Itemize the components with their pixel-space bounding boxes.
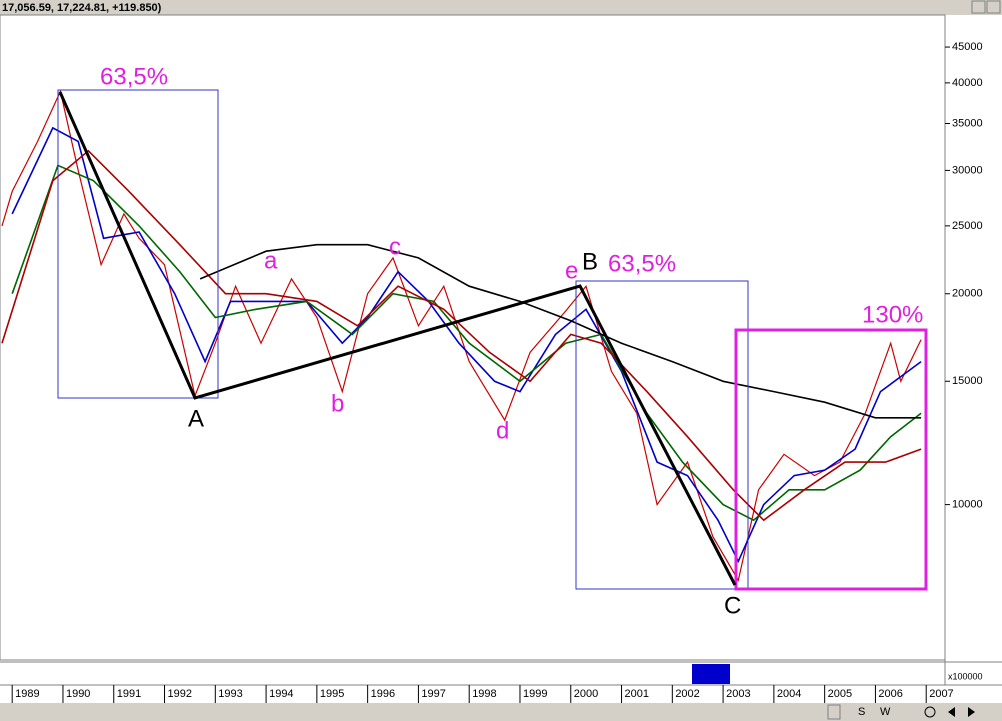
annotation: a	[264, 247, 278, 274]
plot	[1, 89, 922, 582]
annotation: e	[565, 257, 578, 284]
close-button[interactable]	[986, 0, 1001, 14]
y-tick-label: 20000	[952, 288, 983, 300]
x-tick-label: 2002	[675, 688, 699, 700]
annotations: 63,5% 63,5% 130% A B C a b c d e	[57, 63, 928, 619]
x-tick-label: 1993	[218, 688, 242, 700]
restore-button[interactable]	[971, 0, 986, 14]
volume-bars	[692, 664, 730, 684]
scroll-button[interactable]	[827, 704, 841, 720]
moving-average	[11, 126, 922, 564]
retracement-box	[57, 89, 219, 399]
target-box	[734, 328, 928, 591]
y-tick-label: 45000	[952, 41, 983, 53]
x-tick-label: 2007	[929, 688, 953, 700]
scrollbar	[0, 703, 1002, 721]
zoom-button[interactable]	[924, 706, 936, 718]
prev-button[interactable]	[948, 707, 955, 717]
moving-average	[11, 164, 922, 522]
x-tick-label: 2000	[574, 688, 598, 700]
y-tick-label: 30000	[952, 164, 983, 176]
annotation: B	[582, 248, 598, 275]
x-tick-label: 1998	[472, 688, 496, 700]
annotation: A	[188, 405, 204, 432]
annotation: c	[389, 233, 401, 260]
annotation: b	[331, 390, 344, 417]
x-tick-label: 2003	[726, 688, 750, 700]
wave-line	[58, 91, 737, 586]
y-tick-label: 10000	[952, 499, 983, 511]
toolbar-s[interactable]: S	[858, 706, 865, 718]
y-tick-label: 25000	[952, 220, 983, 232]
retracement-box	[575, 280, 749, 590]
y-tick-label: 40000	[952, 77, 983, 89]
annotation: 63,5%	[100, 63, 168, 90]
x-tick-label: 1991	[117, 688, 141, 700]
plot-area	[0, 14, 946, 661]
moving-average	[199, 243, 922, 419]
annotation: 130%	[862, 301, 923, 328]
annotation: C	[724, 592, 741, 619]
x-tick-label: 1990	[66, 688, 90, 700]
next-button[interactable]	[968, 707, 975, 717]
annotation: 63,5%	[608, 250, 676, 277]
x-tick-label: 2001	[625, 688, 649, 700]
x-tick-label: 1995	[320, 688, 344, 700]
quote-header: 17,056.59, 17,224.81, +119.850)	[2, 2, 162, 14]
x-tick-label: 2004	[777, 688, 801, 700]
x-tick-label: 1999	[523, 688, 547, 700]
x-tick-label: 1992	[168, 688, 192, 700]
toolbar-w[interactable]: W	[880, 706, 891, 718]
x-tick-label: 1994	[269, 688, 293, 700]
volume-unit: x100000	[948, 671, 983, 681]
x-tick-label: 1996	[371, 688, 395, 700]
y-tick-label: 15000	[952, 375, 983, 387]
annotation: d	[496, 417, 509, 444]
x-tick-label: 2006	[878, 688, 902, 700]
y-tick-label: 35000	[952, 117, 983, 129]
x-tick-label: 1997	[421, 688, 445, 700]
x-tick-label: 1989	[15, 688, 39, 700]
title-bar	[0, 0, 1002, 15]
price-line	[1, 89, 922, 582]
x-tick-label: 2005	[828, 688, 852, 700]
moving-average	[1, 149, 922, 522]
